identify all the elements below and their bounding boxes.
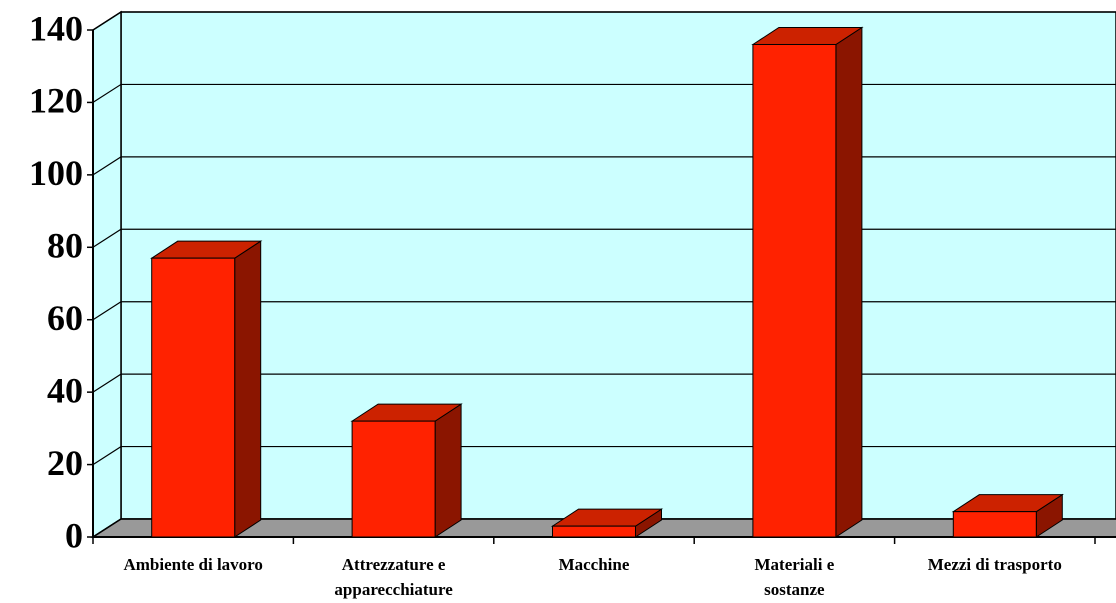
bar-side	[434, 403, 462, 538]
x-tick-label: Attrezzature e apparecchiature	[334, 555, 453, 599]
y-tick-label: 0	[65, 515, 83, 555]
back-wall	[120, 11, 1116, 520]
x-tick-label: Ambiente di lavoro	[123, 555, 263, 574]
y-tick-label: 140	[29, 8, 83, 48]
bar-side	[835, 26, 863, 538]
bar-side	[234, 240, 262, 538]
y-tick-label: 20	[47, 443, 83, 483]
bar	[952, 511, 1037, 538]
x-tick-label: Materiali e sostanze	[754, 555, 835, 599]
y-tick-label: 100	[29, 153, 83, 193]
bar	[752, 43, 837, 538]
bar	[151, 257, 236, 538]
grid-line	[92, 11, 1116, 31]
y-tick-label: 80	[47, 226, 83, 266]
x-tick-label: Mezzi di trasporto	[927, 555, 1062, 574]
bar	[351, 420, 436, 538]
y-tick-label: 120	[29, 81, 83, 121]
side-wall	[92, 10, 122, 539]
y-tick-label: 60	[47, 298, 83, 338]
bar	[552, 525, 636, 538]
x-tick-label: Macchine	[558, 555, 630, 574]
y-tick-label: 40	[47, 370, 83, 410]
